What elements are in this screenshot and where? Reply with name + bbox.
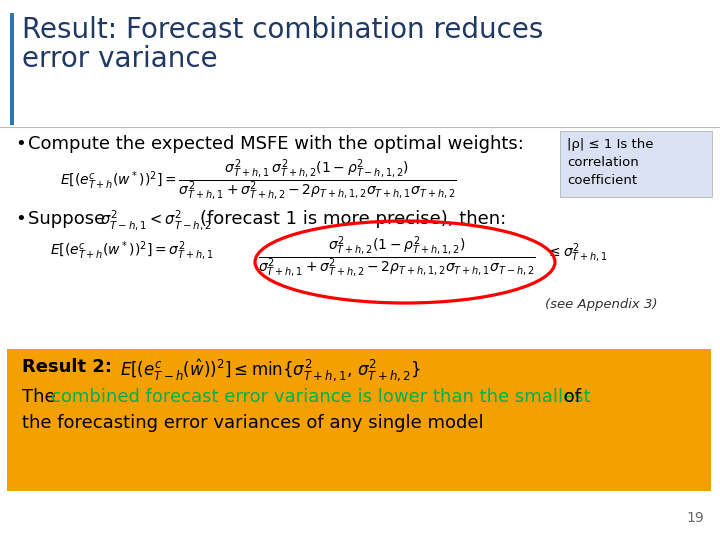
Text: combined forecast error variance is lower than the smallest: combined forecast error variance is lowe…	[51, 388, 590, 406]
Text: |ρ| ≤ 1 Is the
correlation
coefficient: |ρ| ≤ 1 Is the correlation coefficient	[567, 138, 654, 187]
Text: (forecast 1 is more precise), then:: (forecast 1 is more precise), then:	[200, 210, 506, 228]
Bar	[10, 13, 14, 125]
Text: (see Appendix 3): (see Appendix 3)	[545, 298, 657, 311]
Text: $E[(e^{c}_{T+h}(w^*))^2] = \dfrac{\sigma^{2}_{T+h,1}\,\sigma^{2}_{T+h,2}(1-\rho^: $E[(e^{c}_{T+h}(w^*))^2] = \dfrac{\sigma…	[60, 157, 457, 202]
Text: The: The	[22, 388, 61, 406]
Text: error variance: error variance	[22, 45, 217, 73]
Text: 19: 19	[686, 511, 704, 525]
Text: of: of	[558, 388, 581, 406]
Text: •: •	[15, 210, 26, 228]
Text: Suppose: Suppose	[28, 210, 122, 228]
Text: Result 2:: Result 2:	[22, 358, 112, 376]
Text: $\dfrac{\sigma^{2}_{T+h,2}(1-\rho^{2}_{T+h,1,2})}{\sigma^{2}_{T+h,1}+\sigma^{2}_: $\dfrac{\sigma^{2}_{T+h,2}(1-\rho^{2}_{T…	[258, 234, 536, 280]
Text: the forecasting error variances of any single model: the forecasting error variances of any s…	[22, 414, 484, 432]
Text: •: •	[15, 135, 26, 153]
Text: $\sigma^{2}_{T-h,1} < \sigma^{2}_{T-h,2}$: $\sigma^{2}_{T-h,1} < \sigma^{2}_{T-h,2}…	[100, 208, 212, 232]
Text: Compute the expected MSFE with the optimal weights:: Compute the expected MSFE with the optim…	[28, 135, 524, 153]
FancyBboxPatch shape	[560, 131, 712, 197]
Text: $\leq\sigma^{2}_{T+h,1}$: $\leq\sigma^{2}_{T+h,1}$	[546, 242, 608, 265]
Text: Result: Forecast combination reduces: Result: Forecast combination reduces	[22, 16, 544, 44]
Text: $E[(e^{c}_{T+h}(w^*))^2]=\sigma^{2}_{T+h,1}$: $E[(e^{c}_{T+h}(w^*))^2]=\sigma^{2}_{T+h…	[50, 240, 214, 263]
Text: $E[(e^{c}_{T-h}(\hat{w}))^2] \leq \min\{\sigma^{2}_{T+h,1},\,\sigma^{2}_{T+h,2}\: $E[(e^{c}_{T-h}(\hat{w}))^2] \leq \min\{…	[120, 358, 421, 384]
FancyBboxPatch shape	[7, 349, 711, 491]
